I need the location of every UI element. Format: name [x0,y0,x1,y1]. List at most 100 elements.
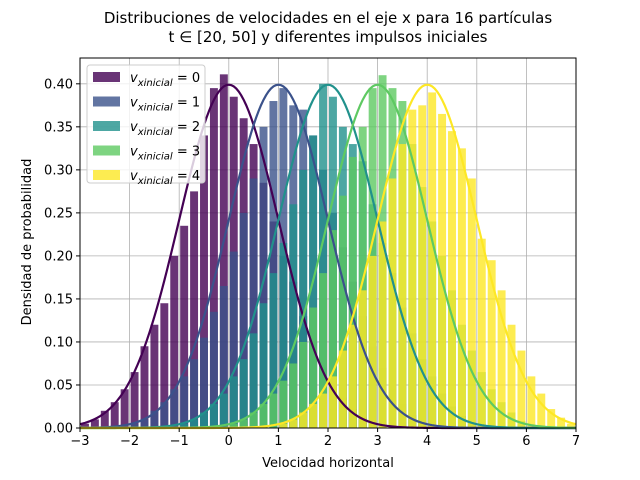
histogram-bar [259,403,268,428]
histogram-bar [428,92,437,428]
histogram-bar [319,393,328,428]
histogram-bar [239,359,248,428]
histogram-bar [140,346,149,428]
histogram-bar [378,221,387,428]
histogram-bar [190,191,199,428]
x-tick-label: 7 [572,434,580,449]
histogram-bar [279,243,288,428]
histogram-bar [160,303,169,428]
histogram-bar [319,83,328,428]
x-tick-label: 1 [274,434,282,449]
legend-var: v [130,96,138,111]
x-tick-label: −1 [170,434,189,449]
histogram-bar [368,255,377,428]
histogram-bar [239,419,248,428]
legend-var: v [130,169,138,184]
histogram-bar [219,74,228,428]
histogram-bar [328,230,337,428]
histogram-bar [209,403,218,428]
axis-ticks: −3 −2 −1 0 1 2 3 4 5 6 7 0.00 0.05 0.10 0.15 0.20 0.25 0.… [44,77,580,449]
histogram-bar [200,337,208,428]
histogram-bar [269,393,278,428]
y-axis-label: Densidad de probabilidad [20,159,35,326]
histogram-bar [487,260,496,428]
x-tick-label: 2 [324,434,332,449]
histogram-bar [467,178,476,428]
histogram-bar [229,423,238,428]
histogram-bar [517,350,526,428]
legend-swatch [93,170,120,180]
histogram-bar [130,423,139,428]
legend-swatch [93,96,120,107]
histogram-bar [200,135,208,428]
bar-series-4 [279,92,576,429]
histogram-bar [209,311,218,428]
histogram-bar [259,303,268,428]
histogram-bar [219,393,228,428]
x-tick-label: 3 [373,434,381,449]
histogram-bar [140,419,149,428]
histogram-bar [289,204,298,428]
histogram-bar [120,389,129,428]
y-tick-label: 0.05 [44,378,73,393]
legend-entry-4: vxinicial = 4 [130,169,200,187]
histogram-bar [348,324,357,428]
legend-entry-2: vxinicial = 2 [130,120,200,138]
chart-title-line2: t ∈ [20, 50] y diferentes impulsos inici… [169,28,488,46]
histogram-bar [537,393,546,428]
histogram-bar [219,286,228,428]
histogram-bar [309,403,318,428]
histogram-bar [100,410,109,428]
y-tick-label: 0.15 [44,292,73,307]
histogram-bar [309,307,318,428]
histogram-bar [170,389,179,428]
chart-title-line1: Distribuciones de velocidades en el eje … [104,9,553,27]
histogram-bar [209,88,218,429]
histogram-bar [477,238,486,428]
histogram-bar [249,333,258,428]
histogram-bar [507,324,516,428]
legend-value: = 1 [173,96,200,111]
histogram-bar [299,341,308,428]
legend-value: = 2 [173,120,200,135]
y-tick-label: 0.10 [44,335,73,350]
legend-swatch [93,72,120,82]
y-tick-label: 0.40 [44,77,73,92]
histogram-bar [398,144,407,428]
legend-var: v [130,120,138,135]
histogram-bar [180,423,189,428]
histogram-bar [239,212,248,428]
legend-value: = 0 [173,71,200,86]
histogram-bar [90,419,99,428]
legend-subscript: xinicial [137,127,173,138]
histogram-bar [319,273,328,428]
histogram-bar [190,419,199,428]
histogram-bar [200,412,208,428]
histogram-bar [110,402,119,428]
y-tick-label: 0.25 [44,206,73,221]
histogram-bar [338,350,347,428]
legend-subscript: xinicial [137,176,173,187]
y-tick-label: 0.00 [44,422,73,437]
histogram-bar [328,376,337,428]
histogram-bar [289,363,298,428]
histogram-bar [299,169,308,428]
histogram-bar [180,225,189,428]
x-tick-label: 5 [473,434,481,449]
histogram-bar [150,410,159,428]
histogram-bar [229,376,238,428]
legend-entry-1: vxinicial = 1 [130,96,200,114]
histogram-bar [190,359,199,428]
histogram-bar [279,423,288,428]
histogram-bar [289,419,298,428]
x-tick-label: 4 [423,434,431,449]
legend-subscript: xinicial [137,103,173,114]
histogram-bar [547,409,556,428]
histogram-bar [338,195,347,428]
histogram-bar [348,156,357,428]
histogram-bar [388,178,397,428]
histogram-bar [249,412,258,428]
legend-var: v [130,145,138,160]
histogram-bar [527,376,536,428]
histogram-bar [180,376,189,428]
